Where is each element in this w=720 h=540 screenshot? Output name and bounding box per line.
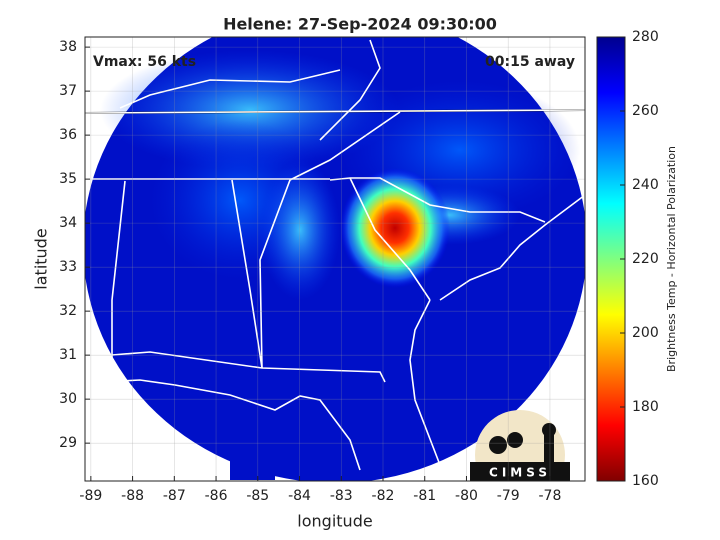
y-tick-label: 38 [59,39,77,55]
axes-box [84,36,586,482]
colorbar-tick-label: 160 [632,473,659,489]
logo-text: CIMSS [489,466,551,480]
cimss-logo: CIMSS [470,410,570,481]
x-tick-label: -84 [288,488,311,504]
chart-title: Helene: 27-Sep-2024 09:30:00 [223,15,497,34]
brightness-field [85,37,585,481]
boundaries [85,39,585,471]
y-tick-label: 31 [59,347,77,363]
y-tick-label: 34 [59,215,77,231]
cloud [260,160,340,300]
x-axis-label: longitude [297,512,372,531]
cloud [100,50,400,170]
y-tick-label: 32 [59,303,77,319]
x-tick-label: -80 [455,488,478,504]
x-tick-label: -78 [539,488,562,504]
x-tick-label: -85 [246,488,269,504]
storm [340,168,450,288]
plot-area: CIMSS [85,37,585,481]
swath-edge [230,420,275,480]
y-tick-label: 35 [59,171,77,187]
x-tick-label: -87 [163,488,186,504]
annotation: 00:15 away [485,54,575,70]
x-tick-label: -89 [79,488,102,504]
colorbar-label: Brightness Temp - Horizontal Polarizatio… [665,146,678,372]
colorbar-tick-label: 220 [632,251,659,267]
y-axis-label: latitude [32,228,51,289]
y-tick-label: 30 [59,391,77,407]
x-tick-label: -86 [205,488,228,504]
x-tick-label: -79 [497,488,520,504]
annotation: Vmax: 56 kts [93,54,196,70]
y-tick-label: 33 [59,259,77,275]
colorbar-tick-label: 180 [632,399,659,415]
x-tick-label: -88 [121,488,144,504]
colorbar-tick-label: 200 [632,325,659,341]
y-tick-label: 36 [59,127,77,143]
colorbar-tick-label: 260 [632,103,659,119]
x-tick-label: -83 [330,488,353,504]
y-tick-label: 37 [59,83,77,99]
colorbar-tick-label: 280 [632,29,659,45]
x-tick-label: -81 [413,488,436,504]
y-tick-label: 29 [59,435,77,451]
x-tick-label: -82 [372,488,395,504]
colorbar-tick-label: 240 [632,177,659,193]
